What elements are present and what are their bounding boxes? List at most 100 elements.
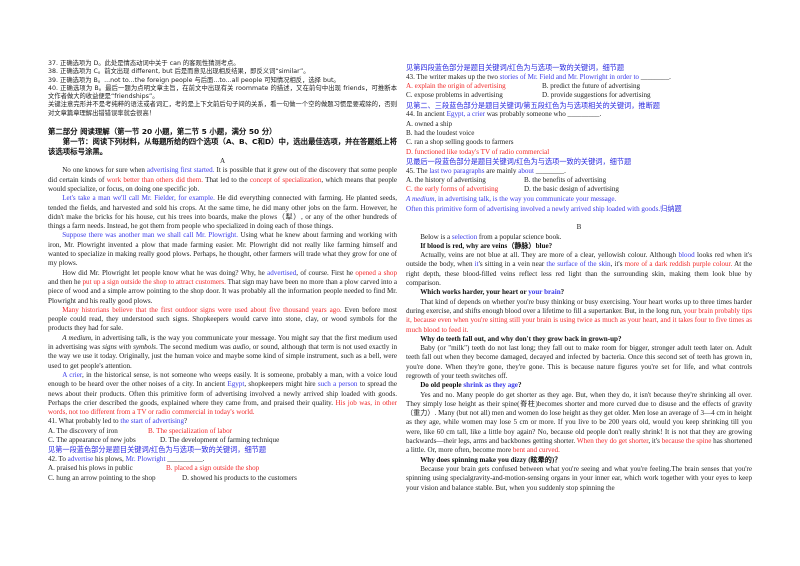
text: That led to the (203, 175, 250, 184)
keyword-red: When they do get shorter (576, 437, 649, 446)
keyword-blue: advertised (267, 268, 297, 277)
italic-term: A medium (62, 333, 91, 342)
analysis-quote-2: Often this primitive form of advertising… (406, 204, 752, 214)
text: to spread the news about their products.… (48, 380, 397, 407)
keyword-blue: Mr. Plowright (125, 455, 166, 464)
answer-40: 40. 正确选项为 B。最后一题为点明文章主旨，在前文中出现有关 roommat… (48, 84, 397, 101)
option-a: A. The discovery of iron (48, 426, 118, 435)
option-c: C. The appearance of new jobs (48, 435, 136, 444)
text: . The second medium was (155, 343, 233, 352)
keyword-red: bent and curved. (512, 446, 560, 455)
text: , which means that people would speciali… (48, 175, 398, 193)
text: Do old people (420, 381, 464, 390)
text: has shortened a little. Or, more often, … (406, 437, 752, 455)
question-type: 归纳题 (660, 203, 682, 213)
question-stem: 45. The last two paragraphs are mainly a… (406, 167, 752, 176)
text: That kind of depends on whether you're b… (406, 297, 752, 315)
question-45: 45. The last two paragraphs are mainly a… (406, 167, 752, 214)
text: Even before most people could read, they… (48, 305, 398, 333)
option-b: B. the benefits of advertising (524, 176, 607, 185)
text: Actually, veins are not blue at all. The… (420, 251, 679, 260)
text: his plows, (93, 455, 126, 464)
question-stem: 44. In ancient Egypt, a crier was probab… (406, 110, 752, 119)
option-c: C. expose problems in advertising (406, 91, 503, 100)
keyword-blue: Egypt, a crier (446, 110, 485, 119)
option-c: C. ran a shop selling goods to farmers (406, 138, 514, 147)
text: , of course. First he (296, 268, 356, 277)
keyword-blue: advertising first started. (146, 166, 215, 175)
options-row: A. praised his plows in public B. placed … (48, 464, 397, 473)
text: 43. The writer makes up the two (406, 72, 500, 81)
passage-b-paragraph-4: Yes and no. Many people do get shorter a… (406, 391, 752, 456)
text: That sign may have been no more than a p… (48, 277, 397, 305)
text: He did everything connected with farming… (48, 194, 397, 231)
keyword-blue: Let's take a man we'll call Mr. Fielder,… (62, 194, 215, 203)
keyword-red: your brain probably tips it, because eve… (406, 306, 752, 334)
keyword-red: more of a dark reddish purple colour. (624, 260, 733, 269)
keyword-blue: selection (451, 232, 478, 241)
text: Below is a (420, 232, 452, 241)
analysis-note: 见第二、三段蓝色部分是题目关键词/第五段红色为与选项相关的关键词，推断题 (406, 100, 660, 110)
passage-a-label: A (219, 157, 226, 166)
keyword-blue: Suppose there was another man we shall c… (62, 231, 239, 240)
text: Yes and no. Many people do get shorter a… (406, 390, 752, 446)
options-row: A. The discovery of iron B. The specializ… (48, 427, 397, 436)
text: 44. In ancient (406, 110, 447, 119)
option-b: B. had the loudest voice (406, 129, 475, 138)
options-row: C. The appearance of new jobs D. The deve… (48, 436, 397, 445)
option-d: D. showed his products to the customers (182, 473, 297, 482)
text: Often this primitive form of advertising… (406, 204, 661, 213)
text: It is possible that it grew out of the d… (48, 166, 397, 184)
text: ? (184, 417, 188, 426)
question-41: 41. What probably led to the start of ad… (48, 417, 397, 455)
keyword-red: His job was, in other words, not too dif… (48, 398, 397, 417)
analysis-quote-1: A medium, in advertising talk, is the wa… (406, 195, 752, 204)
text: was probably someone who _________. (484, 110, 602, 119)
text: are mainly (484, 166, 519, 175)
keyword-blue: advertise (67, 455, 94, 464)
text: 42. To (48, 455, 68, 464)
passage-b-paragraph-5: Because your brain gets confused between… (406, 464, 752, 492)
keyword-blue: A crier (62, 370, 82, 379)
italic-term: signs with symbols (102, 343, 156, 352)
text: ? (560, 288, 565, 297)
passage-a-paragraph-7: A crier, in the historical sense, is not… (48, 371, 397, 417)
section-instruction: 第一节：阅读下列材料，从每题所给的四个选项（A、B、C和D）中，选出最佳选项，并… (48, 137, 397, 157)
subheading-dizzy: Why does spinning make you dizzy (眩晕的)？ (420, 455, 562, 464)
question-stem: 41. What probably led to the start of ad… (48, 417, 397, 426)
answer-38: 38. 正确选项为 C。前文出现 different, but 后是而意见出现相… (48, 68, 310, 76)
analysis-note: 见最后一段蓝色部分是题目关键词/红色为与选项一致的关键词，细节题 (406, 156, 632, 166)
option-b: B. predict the future of advertising (542, 82, 641, 91)
options-row: C. the early forms of advertising D. the … (406, 185, 752, 194)
keyword-red: Many historians believe that the first o… (62, 305, 342, 314)
option-d: D. The development of farming technique (160, 435, 280, 444)
passage-b-paragraph-3: Baby (or "milk") teeth do not last long;… (406, 344, 752, 380)
option-c: C. hung an arrow pointing to the shop (48, 473, 156, 482)
options-row: C. expose problems in advertising D. prov… (406, 91, 752, 100)
text: , or sound, although that term is not us… (48, 343, 397, 370)
italic-term: A medium (406, 194, 435, 203)
text: from a popular science book. (477, 232, 562, 241)
question-stem: 43. The writer makes up the two stories … (406, 73, 752, 82)
passage-a-paragraph-6: A medium, in advertising talk, is the wa… (48, 334, 397, 371)
keyword-blue: such a person (317, 380, 358, 389)
subheading-veins: If blood is red, why are veins（静脉）blue? (420, 241, 553, 250)
text: , in the historical sense, is not someon… (48, 370, 398, 389)
option-a: A. praised his plows in public (48, 464, 133, 473)
text: 's sitting in a vein near (478, 260, 547, 269)
passage-a-paragraph-1: No one knows for sure when advertising f… (48, 166, 397, 194)
text: ________. (638, 72, 671, 81)
text: and then he (48, 277, 83, 286)
text: __________. (165, 455, 205, 464)
keyword-red: concept of specialization (249, 175, 322, 184)
keyword-blue: last two paragraphs (429, 166, 485, 175)
question-stem: 42. To advertise his plows, Mr. Plowrigh… (48, 455, 397, 464)
keyword-blue: Egypt (227, 380, 245, 389)
keyword-blue: the surface of the skin (546, 260, 611, 269)
passage-b-paragraph-1: Actually, veins are not blue at all. The… (406, 251, 752, 288)
subheading-shrink: Do old people shrink as they age? (406, 381, 752, 390)
text: ________. (533, 166, 566, 175)
text: ? (517, 381, 522, 390)
answer-tip: 关键注意完形并不是考纯粹的语法或者词汇，考的是上下文前后句子间的关系，看一句做一… (48, 101, 397, 117)
passage-a-paragraph-2: Let's take a man we'll call Mr. Fielder,… (48, 194, 397, 231)
